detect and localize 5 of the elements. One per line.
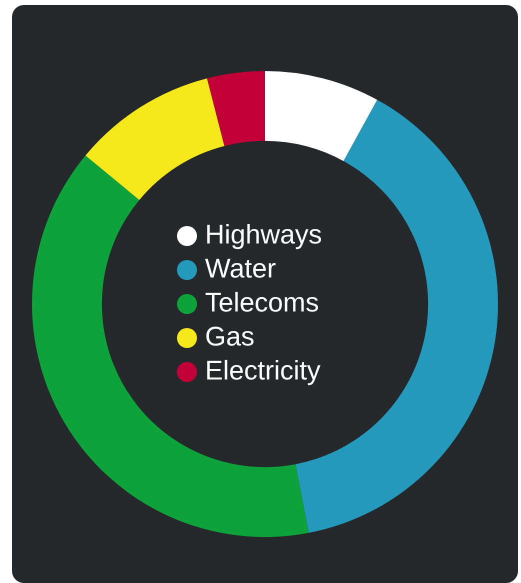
legend-label: Highways <box>205 219 322 250</box>
legend-label: Telecoms <box>205 287 320 318</box>
legend-label: Water <box>205 253 276 284</box>
legend-label: Electricity <box>205 355 322 386</box>
legend-label: Gas <box>205 321 255 352</box>
